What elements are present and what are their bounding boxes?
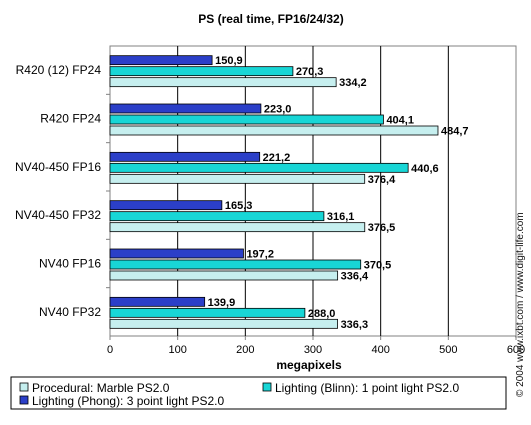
bar bbox=[109, 259, 362, 270]
bar-value-label: 376,5 bbox=[368, 222, 396, 234]
bar bbox=[109, 248, 244, 259]
legend-label: Lighting (Blinn): 1 point light PS2.0 bbox=[275, 381, 459, 395]
x-tick-label: 0 bbox=[107, 344, 113, 356]
bar bbox=[109, 66, 294, 77]
category-label: R420 (12) FP24 bbox=[16, 63, 102, 77]
bar bbox=[109, 270, 339, 281]
bar-value-label: 221,2 bbox=[263, 152, 291, 164]
x-axis-label: megapixels bbox=[276, 358, 342, 372]
category-label: NV40-450 FP32 bbox=[15, 208, 101, 222]
bar bbox=[109, 162, 409, 173]
grid-lines bbox=[177, 46, 449, 336]
x-tick-label: 500 bbox=[439, 344, 457, 356]
bar bbox=[109, 318, 338, 329]
bar bbox=[109, 200, 223, 211]
bar-value-label: 484,7 bbox=[441, 126, 469, 138]
bar bbox=[109, 114, 384, 125]
category-label: R420 FP24 bbox=[40, 112, 101, 126]
bar bbox=[109, 55, 213, 66]
bar-value-label: 404,1 bbox=[386, 115, 414, 127]
legend-swatch bbox=[262, 382, 272, 392]
x-tick-label: 300 bbox=[304, 344, 322, 356]
x-tick-label: 400 bbox=[371, 344, 389, 356]
bar-value-label: 334,2 bbox=[339, 77, 367, 89]
legend: Lighting (Phong): 3 point light PS2.0 Lig… bbox=[10, 376, 507, 410]
bar bbox=[109, 296, 206, 307]
bar-value-label: 316,1 bbox=[327, 211, 355, 223]
bar-value-label: 270,3 bbox=[296, 66, 324, 78]
bar bbox=[109, 222, 366, 233]
bar-value-label: 150,9 bbox=[215, 55, 243, 67]
watermark: © 2004 www.ixbt.com / www.digit-life.com bbox=[515, 212, 526, 397]
bar bbox=[109, 125, 439, 136]
category-label: NV40 FP16 bbox=[39, 257, 101, 271]
bar bbox=[109, 307, 306, 318]
bar-value-label: 139,9 bbox=[208, 297, 236, 309]
category-label: NV40 FP32 bbox=[39, 305, 101, 319]
bar-value-label: 288,0 bbox=[308, 308, 336, 320]
x-ticks: 0 100 200 300 400 500 600 bbox=[107, 336, 525, 356]
category-label: NV40-450 FP16 bbox=[15, 160, 101, 174]
bar-value-label: 197,2 bbox=[246, 249, 274, 261]
bar bbox=[109, 103, 262, 114]
bars bbox=[109, 55, 439, 329]
bar-value-label: 376,4 bbox=[368, 174, 396, 186]
bar bbox=[109, 151, 261, 162]
legend-box bbox=[10, 376, 507, 410]
bar bbox=[109, 173, 366, 184]
bar bbox=[109, 211, 325, 222]
legend-swatch bbox=[19, 395, 29, 405]
legend-label: Lighting (Phong): 3 point light PS2.0 bbox=[32, 394, 224, 408]
chart-title: PS (real time, FP16/24/32) bbox=[198, 12, 343, 26]
bar-labels: 150,9 270,3 334,2 223,0 404,1 484,7 221,2 440,6… bbox=[208, 55, 469, 331]
x-tick-label: 600 bbox=[507, 344, 525, 356]
category-labels: R420 (12) FP24 R420 FP24 NV40-450 FP16 NV40… bbox=[15, 63, 110, 319]
bar-value-label: 336,3 bbox=[341, 319, 369, 331]
x-tick-label: 100 bbox=[168, 344, 186, 356]
bar-value-label: 165,3 bbox=[225, 200, 253, 212]
x-tick-label: 200 bbox=[236, 344, 254, 356]
legend-swatch bbox=[19, 382, 29, 392]
bar bbox=[109, 77, 337, 88]
bar-value-label: 223,0 bbox=[264, 104, 292, 116]
bar-value-label: 336,4 bbox=[341, 271, 369, 283]
bar-value-label: 440,6 bbox=[411, 163, 439, 175]
bar-value-label: 370,5 bbox=[364, 260, 392, 272]
legend-label: Procedural: Marble PS2.0 bbox=[32, 381, 170, 395]
